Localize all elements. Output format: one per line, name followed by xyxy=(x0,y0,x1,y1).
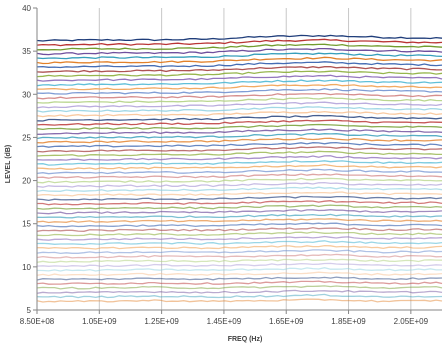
series-line xyxy=(36,240,443,246)
series-line xyxy=(36,88,443,95)
y-tick-label: 10 xyxy=(22,263,31,272)
y-tick-label: 5 xyxy=(27,306,32,315)
series-line xyxy=(36,177,443,184)
series-line xyxy=(36,137,443,144)
series-line xyxy=(36,285,443,290)
series-line xyxy=(36,249,443,255)
series-line xyxy=(36,52,443,60)
y-tick-label: 40 xyxy=(22,4,31,13)
series-line xyxy=(36,92,443,100)
series-line xyxy=(36,235,443,241)
series-line xyxy=(36,276,443,281)
series-line xyxy=(36,47,443,56)
series-line xyxy=(36,119,443,126)
y-tick-label: 30 xyxy=(22,90,31,99)
series-line xyxy=(36,253,443,259)
series-line xyxy=(36,61,443,69)
y-tick-label: 35 xyxy=(22,47,31,56)
series-line xyxy=(36,65,443,73)
series-line xyxy=(36,141,443,148)
series-line xyxy=(36,123,443,131)
series-line xyxy=(36,114,443,122)
series-line xyxy=(36,181,443,188)
series-line xyxy=(37,244,443,250)
series-line xyxy=(36,226,443,232)
y-tick-label: 15 xyxy=(22,220,31,229)
series-line xyxy=(36,128,443,135)
series-line xyxy=(36,155,443,161)
y-tick-label: 20 xyxy=(22,177,31,186)
series-line xyxy=(36,106,443,113)
series-line xyxy=(36,186,443,193)
series-line xyxy=(36,74,443,82)
series-line xyxy=(36,262,443,268)
series-line xyxy=(36,110,443,118)
series-line xyxy=(36,173,443,179)
series-line xyxy=(36,150,442,157)
x-tick-label: 1.45E+09 xyxy=(207,317,242,326)
series-line xyxy=(36,70,443,78)
y-tick-labels: 5 10 15 20 25 30 35 40 xyxy=(22,4,31,315)
series-line xyxy=(36,56,443,65)
series-line xyxy=(36,271,443,277)
x-axis-title: FREQ (Hz) xyxy=(228,336,263,343)
series-line xyxy=(36,280,443,285)
series-line xyxy=(36,163,443,170)
series-group xyxy=(36,34,443,303)
x-tick-label: 2.05E+09 xyxy=(394,317,429,326)
series-line xyxy=(36,132,443,140)
axes xyxy=(33,7,442,314)
series-line xyxy=(36,222,443,228)
series-line xyxy=(37,83,443,91)
series-line xyxy=(37,200,443,206)
plot-area xyxy=(37,8,442,310)
series-line xyxy=(36,146,443,153)
x-tick-label: 1.65E+09 xyxy=(269,317,304,326)
y-axis-title: LEVEL (dB) xyxy=(5,145,12,183)
x-tick-labels: 8.50E+08 1.05E+09 1.25E+09 1.45E+09 1.65E+09… xyxy=(20,317,429,326)
series-line xyxy=(36,38,443,47)
series-line xyxy=(36,204,443,210)
series-line xyxy=(36,79,443,87)
series-line xyxy=(36,289,443,294)
y-tick-label: 25 xyxy=(22,133,31,142)
series-line xyxy=(36,101,443,109)
series-line xyxy=(36,191,443,197)
series-line xyxy=(36,293,443,299)
x-tick-label: 1.05E+09 xyxy=(82,317,117,326)
series-line xyxy=(36,168,443,175)
series-line xyxy=(36,34,443,42)
series-line xyxy=(36,213,443,219)
series-line xyxy=(36,298,443,303)
series-line xyxy=(36,195,443,202)
series-line xyxy=(36,97,443,104)
series-line xyxy=(36,231,443,237)
series-line xyxy=(36,258,443,263)
x-tick-label: 1.25E+09 xyxy=(144,317,179,326)
series-line xyxy=(36,218,443,224)
x-tick-label: 8.50E+08 xyxy=(20,317,55,326)
series-line xyxy=(36,43,443,51)
series-line xyxy=(36,160,443,166)
series-line xyxy=(36,209,443,215)
series-line xyxy=(36,267,442,272)
x-tick-label: 1.85E+09 xyxy=(331,317,366,326)
